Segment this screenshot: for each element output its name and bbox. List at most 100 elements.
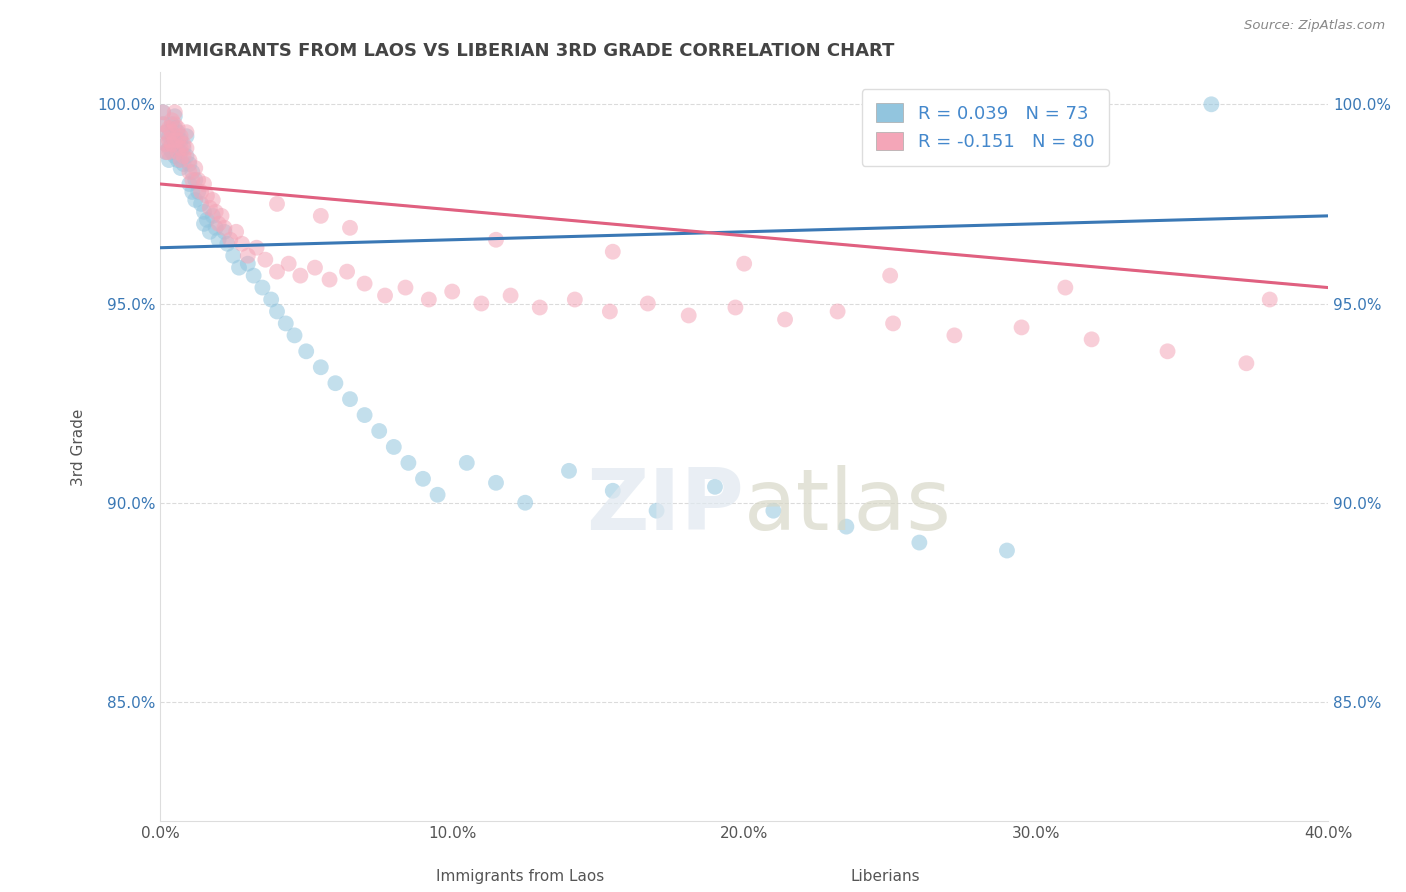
Point [198,225,221,239]
Point [412,472,434,486]
Point [163,133,186,147]
Point [995,543,1018,558]
Point [201,193,224,207]
Point [564,293,586,307]
Point [157,145,180,160]
Point [152,105,174,120]
Point [418,293,440,307]
Point [336,265,359,279]
Point [835,519,858,533]
Point [157,133,180,147]
Point [155,145,177,160]
Point [242,268,264,283]
Point [456,456,478,470]
Point [374,288,396,302]
Point [499,288,522,302]
Point [181,173,204,187]
Point [155,145,177,160]
Point [339,220,361,235]
Point [304,260,326,275]
Point [160,129,183,144]
Point [231,236,253,251]
Point [190,197,212,211]
Point [309,209,332,223]
Point [733,257,755,271]
Point [252,280,274,294]
Point [426,488,449,502]
Point [163,137,186,152]
Point [529,301,551,315]
Point [260,293,283,307]
Point [179,157,201,171]
Point [882,317,904,331]
Point [155,125,177,139]
Point [283,328,305,343]
Point [169,161,191,175]
Point [274,317,297,331]
Text: ZIP: ZIP [586,466,744,549]
Point [773,312,796,326]
Point [318,272,340,286]
Point [169,133,191,147]
Point [181,185,204,199]
Point [173,137,195,152]
Point [217,236,239,251]
Point [169,141,191,155]
Point [470,296,492,310]
Point [152,117,174,131]
Point [441,285,464,299]
Point [184,173,207,187]
Point [295,344,318,359]
Point [166,153,188,167]
Point [602,244,624,259]
Point [187,185,209,199]
Point [219,233,242,247]
Point [195,212,218,227]
Point [152,117,174,131]
Point [211,209,233,223]
Point [222,249,245,263]
Point [396,456,419,470]
Point [485,233,508,247]
Point [157,153,180,167]
Point [1054,280,1077,294]
Point [394,280,416,294]
Point [254,252,277,267]
Point [1258,293,1281,307]
Point [166,145,188,160]
Point [704,480,727,494]
Point [214,220,236,235]
Point [266,197,288,211]
Point [160,145,183,160]
Text: Immigrants from Laos: Immigrants from Laos [436,870,605,884]
Point [1156,344,1178,359]
Point [827,304,849,318]
Point [173,141,195,155]
Point [155,125,177,139]
Point [558,464,581,478]
Point [181,165,204,179]
Text: Liberians: Liberians [851,870,921,884]
Point [176,149,198,163]
Text: atlas: atlas [744,466,952,549]
Point [193,177,215,191]
Point [163,121,186,136]
Point [160,125,183,139]
Point [169,153,191,167]
Point [173,149,195,163]
Point [163,149,186,163]
Point [201,209,224,223]
Text: IMMIGRANTS FROM LAOS VS LIBERIAN 3RD GRADE CORRELATION CHART: IMMIGRANTS FROM LAOS VS LIBERIAN 3RD GRA… [160,42,894,60]
Point [943,328,966,343]
Point [515,496,537,510]
Point [176,141,198,155]
Point [190,185,212,199]
Point [228,260,250,275]
Point [236,249,259,263]
Point [325,376,347,391]
Point [157,129,180,144]
Legend: R = 0.039   N = 73, R = -0.151   N = 80: R = 0.039 N = 73, R = -0.151 N = 80 [862,89,1109,166]
Point [277,257,299,271]
Point [1080,332,1102,346]
Point [207,233,229,247]
